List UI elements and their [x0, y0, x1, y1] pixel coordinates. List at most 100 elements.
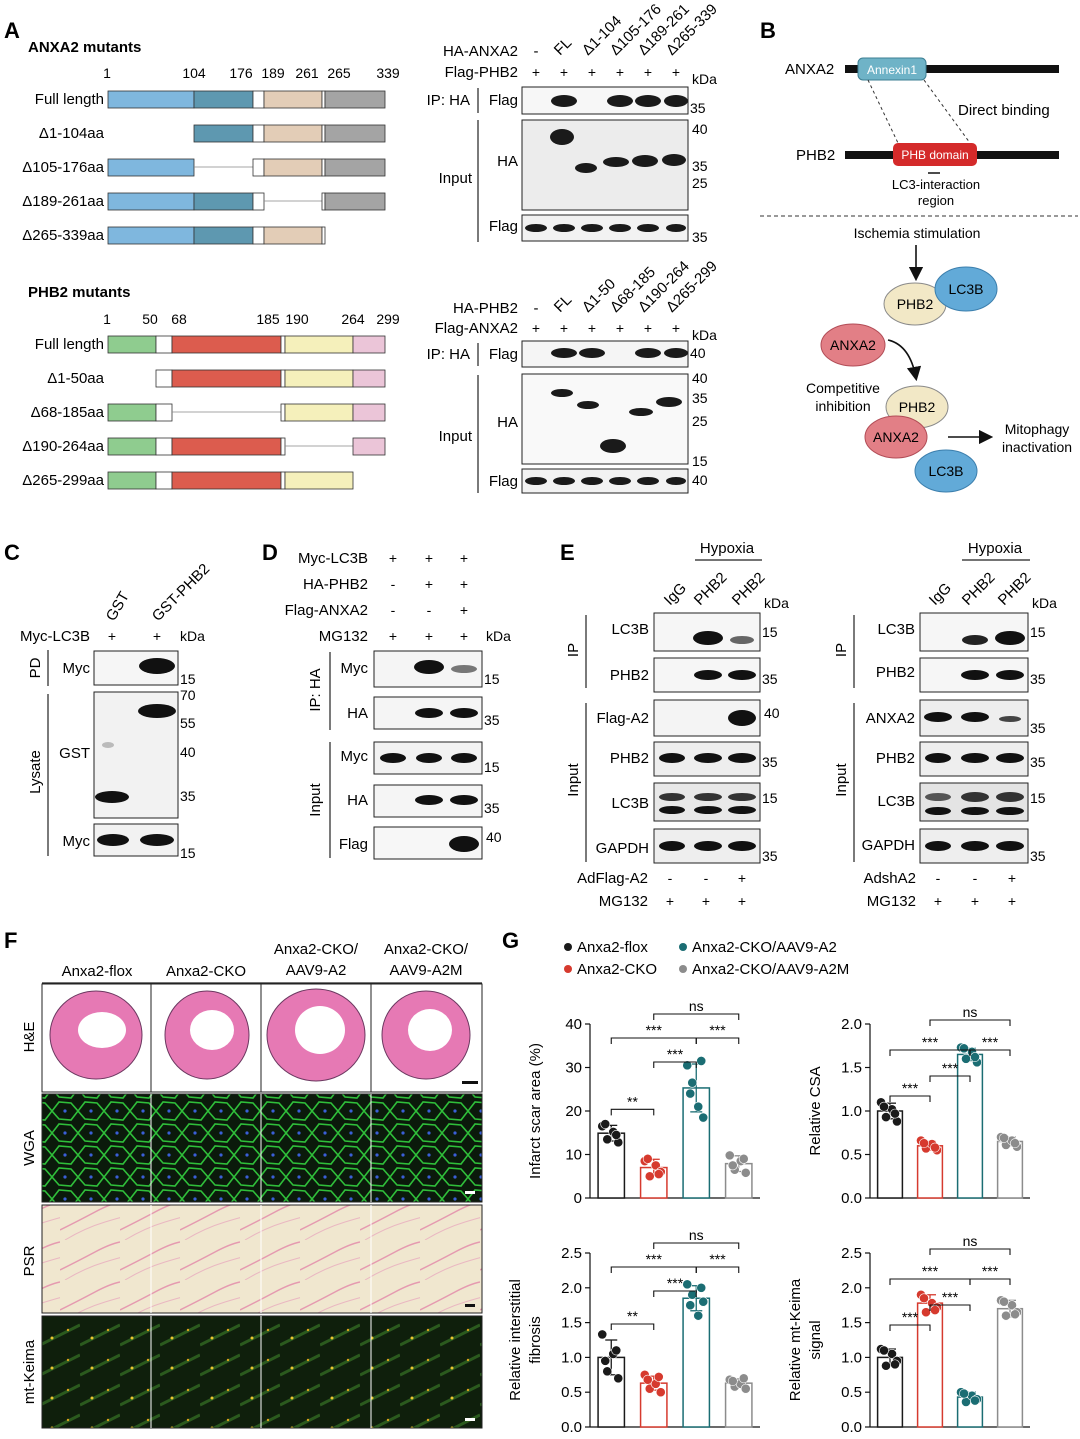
mw-marker: 35	[1030, 848, 1046, 864]
y-tick-label: 1.5	[841, 1315, 862, 1332]
sign: +	[389, 628, 397, 644]
mw-marker: 40	[180, 744, 196, 760]
lc3b-node	[934, 266, 998, 312]
band	[925, 793, 951, 801]
band	[525, 477, 547, 485]
domain-segment	[280, 437, 286, 456]
data-point	[930, 1142, 940, 1153]
phb2-tick: 299	[376, 311, 400, 327]
data-point	[642, 1153, 653, 1164]
domain-segment	[324, 124, 386, 143]
input-label: Input	[307, 782, 324, 816]
significance-label: ***	[667, 1046, 684, 1062]
domain-segment	[155, 403, 173, 422]
plus-sign: +	[672, 64, 680, 80]
lysate-label: Lysate	[27, 750, 44, 794]
phb2-label: PHB2	[796, 147, 835, 164]
bar	[916, 1302, 944, 1428]
data-point	[879, 1101, 889, 1112]
band	[728, 806, 756, 814]
band	[525, 224, 547, 232]
pd-label: PD	[27, 657, 44, 678]
band	[450, 795, 478, 805]
plus-sign: +	[153, 628, 161, 644]
band	[551, 389, 573, 397]
mw-marker: 40	[692, 472, 708, 488]
plus-sign: +	[560, 64, 568, 80]
y-axis-label: Relative mt-Keima	[787, 1278, 804, 1401]
ip-label: IP	[565, 643, 582, 657]
domain-segment	[352, 369, 386, 388]
anxa2-tick: 104	[182, 65, 206, 81]
wga-row	[41, 1093, 483, 1203]
anxa2-row-label: Δ105-176aa	[22, 159, 104, 176]
annexin1-domain	[857, 57, 927, 81]
sign: +	[389, 550, 397, 566]
treatment-signs: - - + + + +	[934, 870, 1016, 909]
significance-bracket	[969, 1278, 1011, 1285]
sign: -	[427, 602, 432, 618]
panel-c: C GST GST-PHB2 Myc-LC3B + + kDa PD Myc 1…	[4, 540, 213, 861]
annexin1-label: Annexin1	[867, 63, 917, 77]
significance-bracket	[929, 1304, 971, 1311]
sign: +	[971, 893, 979, 909]
significance-bracket	[889, 1049, 971, 1056]
band	[996, 670, 1024, 680]
significance-bracket	[610, 1266, 697, 1273]
domain-segment	[284, 369, 354, 388]
band-label: Myc	[63, 660, 91, 677]
bar	[639, 1382, 668, 1428]
column-label: Anxa2-CKO/	[274, 941, 359, 958]
mw-marker: 25	[692, 175, 708, 191]
band	[961, 753, 989, 763]
band	[575, 163, 597, 173]
sign: +	[666, 893, 674, 909]
panel-label-d: D	[262, 540, 278, 565]
sign: +	[738, 893, 746, 909]
significance-bracket	[929, 1019, 1011, 1026]
band	[728, 841, 756, 851]
treatment-label: HA-PHB2	[303, 576, 368, 593]
lane-labels: - FL Δ1-50 Δ68-185 Δ190-264 Δ265-299	[534, 258, 721, 317]
sign: -	[704, 870, 709, 886]
significance-bracket	[929, 1075, 971, 1082]
band	[728, 670, 756, 680]
domain-segment	[321, 124, 326, 143]
band-label: HA	[497, 153, 518, 170]
band-label: PHB2	[610, 750, 649, 767]
ischemia-label: Ischemia stimulation	[854, 225, 981, 241]
blot-anxa2-mutants: HA-ANXA2 Flag-PHB2 - FL Δ1-104 Δ105-176 …	[427, 1, 721, 245]
band	[551, 95, 577, 107]
lane-label: PHB2	[959, 569, 999, 609]
data-point	[959, 1043, 969, 1054]
lc3-region-label: region	[918, 193, 954, 208]
phb2-row-label: Δ68-185aa	[31, 404, 105, 421]
mw-marker: 35	[692, 158, 708, 174]
phb2-node-label: PHB2	[897, 296, 934, 312]
domain-segment	[252, 226, 265, 245]
kda-label: kDa	[692, 327, 717, 343]
mw-marker: 15	[180, 671, 196, 687]
plus-sign: +	[644, 64, 652, 80]
mw-marker: 35	[180, 788, 196, 804]
band-label: HA	[347, 792, 368, 809]
band-label: Flag	[489, 92, 518, 109]
phb2-row-labels: Full length Δ1-50aa Δ68-185aa Δ190-264aa…	[22, 336, 104, 489]
band	[635, 95, 661, 107]
band	[415, 708, 443, 718]
mw-marker: 40	[486, 829, 502, 845]
y-tick-label: 40	[565, 1016, 582, 1033]
psr-row	[41, 1204, 483, 1314]
band	[138, 704, 176, 718]
band	[995, 631, 1025, 645]
domain-segment	[107, 437, 157, 456]
treatment-label: Flag-ANXA2	[285, 602, 368, 619]
plus-sign: +	[588, 320, 596, 336]
treatment-label: MG132	[867, 893, 916, 910]
input-label: Input	[439, 428, 473, 445]
blot-strip	[521, 86, 689, 115]
band	[449, 836, 479, 852]
band	[450, 708, 478, 718]
sign: +	[934, 893, 942, 909]
